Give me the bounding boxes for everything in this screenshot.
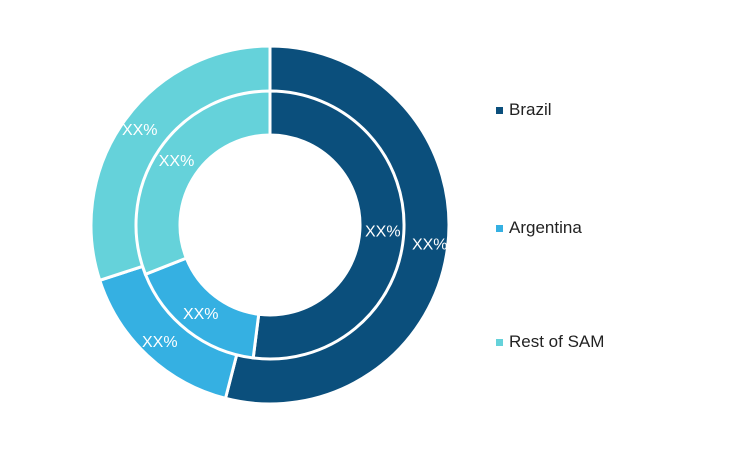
outer-data-label-argentina: XX% [142, 334, 178, 351]
outer-data-label-rest-of-sam: XX% [122, 122, 158, 139]
inner-data-label-rest-of-sam: XX% [159, 153, 195, 170]
legend-swatch-brazil [496, 106, 503, 114]
outer-data-label-brazil: XX% [412, 237, 448, 254]
inner-slice-rest-of-sam [134, 89, 272, 277]
legend-swatch-argentina [496, 224, 503, 232]
inner-data-label-brazil: XX% [365, 224, 401, 241]
legend-swatch-rest-of-sam [496, 338, 503, 346]
legend-label-argentina: Argentina [509, 218, 582, 237]
legend-item-brazil: Brazil [496, 100, 552, 120]
legend-label-brazil: Brazil [509, 100, 552, 119]
legend-label-rest-of-sam: Rest of SAM [509, 332, 605, 351]
inner-data-label-argentina: XX% [183, 306, 219, 323]
legend-item-rest-of-sam: Rest of SAM [496, 332, 604, 352]
inner-slice-brazil [251, 89, 406, 361]
legend-item-argentina: Argentina [496, 218, 582, 238]
